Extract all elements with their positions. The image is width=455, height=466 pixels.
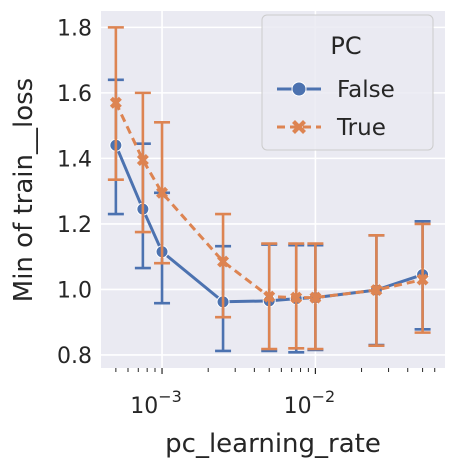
- legend-box: [261, 14, 434, 151]
- x-axis-label: pc_learning_rate: [165, 429, 381, 459]
- data-point: [156, 186, 169, 199]
- legend-label-true: True: [336, 115, 386, 141]
- data-point: [136, 154, 149, 167]
- y-tick-label: 1.6: [57, 82, 92, 107]
- y-tick-label: 1.2: [57, 213, 92, 238]
- y-tick-label: 1.0: [57, 278, 92, 303]
- data-point: [290, 291, 303, 304]
- data-point: [263, 290, 276, 303]
- legend-marker-false: [291, 81, 307, 97]
- y-tick-label: 0.8: [57, 344, 92, 369]
- tick-labels: 0.8 1.0 1.2 1.4 1.6 1.8 10−3 10−2: [57, 16, 436, 419]
- x-tick-label: 10−2: [284, 387, 336, 419]
- y-tick-label: 1.8: [57, 16, 92, 41]
- data-point: [217, 255, 230, 268]
- legend-marker-true: [292, 120, 306, 134]
- legend-title: PC: [330, 32, 361, 60]
- legend-label-false: False: [337, 77, 395, 103]
- y-axis-label: Min of train__loss: [9, 78, 39, 302]
- data-point: [109, 96, 122, 109]
- data-point: [416, 273, 429, 286]
- x-tick-label: 10−3: [130, 387, 182, 419]
- legend: PC False True: [261, 14, 434, 151]
- data-point: [309, 291, 322, 304]
- series-layer: [107, 26, 431, 354]
- y-tick-label: 1.4: [57, 147, 92, 172]
- series-true: [107, 26, 431, 351]
- data-point: [370, 284, 383, 297]
